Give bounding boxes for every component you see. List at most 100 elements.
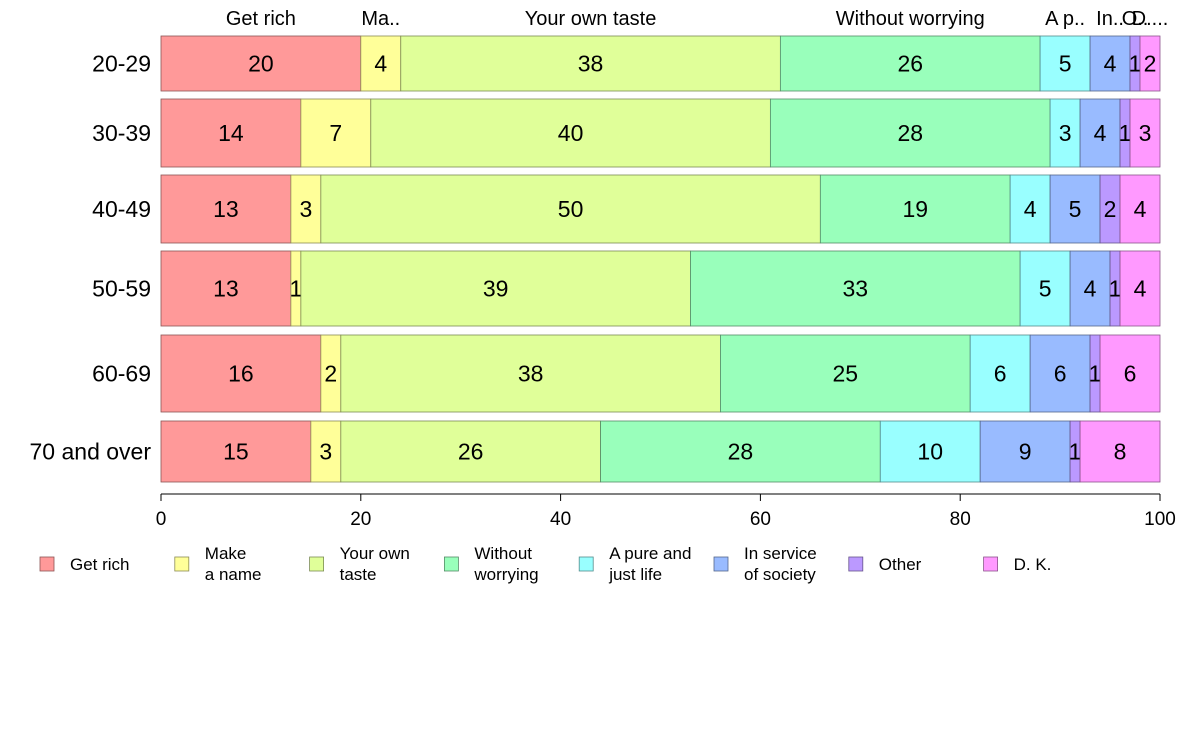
data-label: 3 [1059, 120, 1072, 146]
bar-segment [160, 250, 292, 327]
legend-label: A pure and [609, 544, 691, 563]
series-top-label: Your own taste [525, 8, 657, 30]
data-label: 20 [248, 51, 274, 77]
data-label: 4 [1134, 276, 1147, 302]
category-label: 20-29 [92, 51, 151, 77]
data-label: 28 [728, 439, 754, 465]
series-top-label: In.. [1096, 8, 1124, 30]
data-label: 5 [1039, 276, 1052, 302]
bar-segment [1089, 35, 1131, 92]
data-label: 3 [299, 196, 312, 222]
bar-segment [160, 334, 322, 413]
x-tick-label: 100 [1144, 509, 1176, 530]
series-top-label: O.. [1122, 8, 1149, 30]
data-label: 8 [1114, 439, 1127, 465]
data-label: 3 [319, 439, 332, 465]
legend-label: Your own [340, 544, 410, 563]
data-label: 13 [213, 196, 239, 222]
bar-segment [1079, 420, 1161, 483]
data-label: 1 [1069, 439, 1082, 465]
bar-segment [340, 420, 601, 483]
data-label: 4 [1104, 51, 1117, 77]
data-label: 1 [1119, 120, 1132, 146]
legend-label: of society [744, 565, 816, 584]
data-label: 15 [223, 439, 249, 465]
bar-segment [300, 98, 372, 168]
data-label: 50 [558, 196, 584, 222]
bar-segment [819, 174, 1011, 244]
legend-label: In service [744, 544, 817, 563]
bar-segment [290, 174, 322, 244]
series-top-label: D.... [1132, 8, 1169, 30]
data-label: 26 [897, 51, 923, 77]
data-label: 2 [1104, 196, 1117, 222]
data-label: 40 [558, 120, 584, 146]
bar-segment [969, 334, 1031, 413]
bar-segment [1019, 250, 1071, 327]
bar-segment [879, 420, 981, 483]
legend-label: a name [205, 565, 262, 584]
category-label: 70 and over [30, 439, 152, 465]
bar-segment [160, 420, 312, 483]
data-label: 3 [1139, 120, 1152, 146]
legend-label: Get rich [70, 555, 130, 574]
bar-segment [1069, 250, 1111, 327]
data-label: 13 [213, 276, 239, 302]
legend-swatch [443, 556, 459, 572]
legend-label: taste [340, 565, 377, 584]
bar-segment [310, 420, 342, 483]
data-label: 28 [897, 120, 923, 146]
bar-segment [340, 334, 721, 413]
bar-segment [1129, 98, 1161, 168]
data-label: 6 [1124, 361, 1137, 387]
bar-segment [1039, 35, 1091, 92]
data-label: 9 [1019, 439, 1032, 465]
data-label: 26 [458, 439, 484, 465]
x-tick-label: 20 [350, 509, 371, 530]
bar-segment [979, 420, 1071, 483]
legend-swatch [174, 556, 190, 572]
data-label: 6 [994, 361, 1007, 387]
series-top-label: Ma.. [361, 8, 400, 30]
data-label: 6 [1054, 361, 1067, 387]
bar-segment [1099, 334, 1161, 413]
category-label: 30-39 [92, 120, 151, 146]
bar-segment [1079, 98, 1121, 168]
category-label: 60-69 [92, 361, 151, 387]
legend-label: Without [474, 544, 532, 563]
bar-segment [400, 35, 781, 92]
x-tick-label: 60 [750, 509, 771, 530]
legend-swatch [983, 556, 998, 572]
legend-swatch [309, 556, 325, 572]
legend-swatch [39, 556, 55, 572]
data-label: 1 [1129, 51, 1142, 77]
data-label: 33 [843, 276, 869, 302]
data-label: 10 [917, 439, 943, 465]
bar-segment [1049, 174, 1101, 244]
series-top-label: A p.. [1045, 8, 1085, 30]
bar-segment [1029, 334, 1091, 413]
data-label: 1 [1109, 276, 1122, 302]
legend-label: Other [879, 555, 922, 574]
bar-segment [600, 420, 881, 483]
data-label: 4 [1024, 196, 1037, 222]
x-tick-label: 80 [950, 509, 971, 530]
bar-segment [779, 35, 1041, 92]
bar-segment [1139, 35, 1161, 92]
data-label: 16 [228, 361, 254, 387]
x-tick-label: 0 [156, 509, 167, 530]
legend-swatch [578, 556, 594, 572]
bar-segment [160, 35, 362, 92]
data-label: 38 [578, 51, 604, 77]
bar-segment [1049, 98, 1081, 168]
data-label: 1 [1089, 361, 1102, 387]
data-label: 4 [1084, 276, 1097, 302]
series-top-label: Get rich [226, 8, 296, 30]
bar-segment [690, 250, 1021, 327]
data-label: 5 [1059, 51, 1072, 77]
legend-label: worrying [473, 565, 538, 584]
bar-segment [1119, 174, 1161, 244]
data-label: 4 [1094, 120, 1107, 146]
